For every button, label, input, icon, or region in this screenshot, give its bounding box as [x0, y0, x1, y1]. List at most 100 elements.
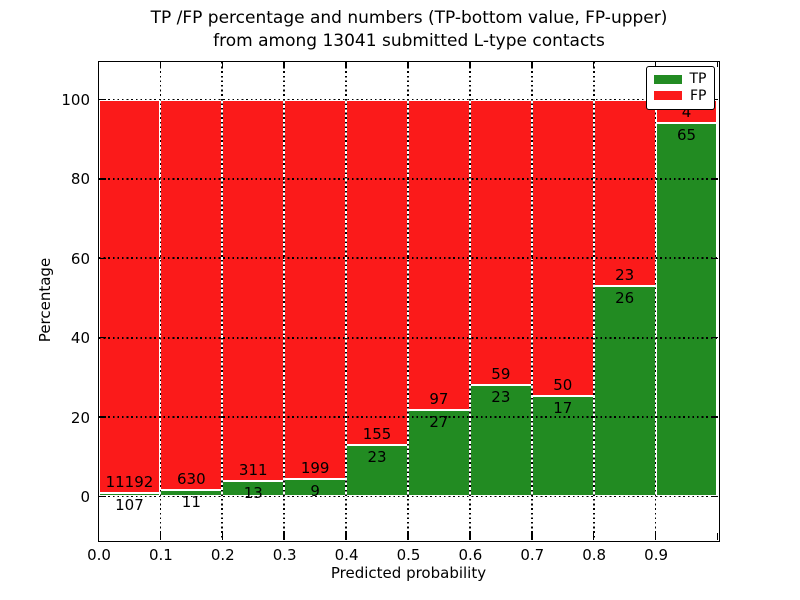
fp-count-label: 630	[177, 469, 206, 488]
y-tick-mark	[710, 495, 718, 498]
fp-count-label: 311	[238, 460, 268, 479]
x-tick-mark	[345, 61, 347, 67]
y-tick-mark	[710, 257, 718, 260]
x-tick-mark	[592, 61, 595, 67]
x-tick-mark	[592, 532, 595, 540]
x-tick-label: 0.7	[520, 546, 545, 564]
tp-count-label: 9	[310, 482, 320, 501]
x-tick-label: 0.9	[644, 546, 669, 564]
tp-legend-swatch	[653, 74, 682, 84]
v-gridline	[654, 61, 657, 540]
y-tick-label: 40	[70, 329, 90, 348]
fp-count-label: 11192	[105, 472, 154, 491]
x-tick-mark	[345, 532, 347, 540]
bar-segment-fp	[408, 99, 470, 411]
x-tick-mark	[716, 61, 719, 67]
y-tick-label: 100	[61, 91, 90, 109]
fp-legend-swatch	[653, 91, 682, 101]
x-tick-mark	[159, 61, 162, 67]
tp-count-label: 13	[243, 483, 263, 502]
x-tick-mark	[407, 61, 409, 67]
y-tick-mark	[710, 178, 718, 180]
bar-segment-fp	[346, 99, 408, 446]
v-gridline	[159, 61, 162, 540]
tp-legend-label: TP	[689, 71, 707, 88]
bar-segment-fp	[160, 99, 223, 490]
x-tick-mark	[283, 532, 285, 540]
x-tick-label: 0.2	[210, 546, 235, 564]
tp-count-label: 17	[553, 398, 573, 417]
tp-count-label: 26	[615, 288, 635, 307]
x-tick-mark	[407, 532, 409, 540]
x-tick-label: 0.5	[396, 546, 421, 564]
y-tick-label: 0	[80, 488, 90, 506]
fp-count-label: 59	[491, 365, 511, 384]
y-tick-mark	[710, 416, 718, 418]
y-tick-mark	[98, 495, 106, 498]
x-tick-label: 0.6	[458, 546, 483, 564]
x-tick-label: 0.8	[582, 546, 607, 564]
legend: TP FP	[645, 65, 715, 110]
plot-area: TP FP 11192 630 311 199 155 97 59 50 23 4 107 11 13 9…	[97, 60, 720, 542]
x-tick-mark	[221, 61, 224, 67]
fp-count-label: 97	[429, 390, 449, 409]
chart-title-line2: from among 13041 submitted L-type contac…	[213, 31, 605, 51]
chart-title-line1: TP /FP percentage and numbers (TP-bottom…	[150, 8, 668, 28]
y-tick-mark	[98, 416, 106, 418]
tp-count-label: 11	[181, 492, 201, 511]
y-tick-mark	[710, 336, 718, 339]
fp-count-label: 50	[553, 375, 573, 394]
v-gridline	[283, 61, 286, 540]
y-tick-mark	[98, 98, 106, 101]
v-gridline	[530, 61, 533, 540]
x-tick-label: 0.3	[272, 546, 297, 564]
v-gridline	[221, 61, 224, 540]
fp-count-label: 23	[615, 265, 635, 284]
x-tick-mark	[654, 532, 657, 540]
tp-count-label: 27	[429, 413, 449, 432]
x-tick-mark	[97, 61, 100, 67]
x-tick-mark	[531, 61, 533, 67]
y-tick-mark	[98, 336, 106, 339]
tp-count-label: 65	[676, 125, 697, 144]
bar-segment-fp	[222, 99, 285, 481]
bar-segment-fp	[284, 99, 347, 480]
y-tick-label: 20	[70, 408, 90, 427]
tp-count-label: 23	[491, 388, 511, 407]
v-gridline	[592, 61, 595, 540]
fp-count-label: 155	[362, 425, 392, 444]
x-tick-mark	[469, 532, 471, 540]
x-tick-label: 0.4	[334, 546, 359, 564]
fp-count-label: 4	[681, 102, 692, 121]
chart-title: TP /FP percentage and numbers (TP-bottom…	[17, 7, 800, 53]
x-tick-mark	[97, 532, 100, 540]
bar-segment-fp	[98, 99, 161, 493]
y-tick-mark	[98, 178, 106, 180]
v-gridline	[407, 61, 409, 540]
x-tick-label: 0.0	[87, 546, 111, 564]
x-tick-mark	[531, 532, 533, 540]
y-tick-mark	[98, 257, 106, 260]
x-axis-label: Predicted probability	[330, 564, 487, 582]
y-tick-label: 80	[70, 170, 90, 189]
v-gridline	[345, 61, 347, 540]
fp-legend-label: FP	[690, 87, 707, 104]
x-tick-mark	[221, 532, 224, 540]
x-tick-mark	[283, 61, 285, 67]
tp-count-label: 107	[115, 495, 144, 514]
bar-segment-fp	[469, 99, 532, 386]
v-gridline	[469, 61, 471, 540]
legend-item-fp: FP	[653, 87, 707, 104]
x-tick-mark	[716, 532, 719, 540]
bar-segment-fp	[531, 99, 594, 396]
bar-segment-tp	[593, 285, 656, 497]
fp-count-label: 199	[300, 459, 330, 478]
x-tick-label: 0.1	[148, 546, 173, 564]
x-tick-mark	[654, 61, 657, 67]
legend-item-tp: TP	[653, 71, 707, 88]
y-tick-label: 60	[70, 249, 90, 268]
x-tick-mark	[469, 61, 471, 67]
tp-count-label: 23	[367, 448, 387, 467]
x-tick-mark	[159, 532, 162, 540]
